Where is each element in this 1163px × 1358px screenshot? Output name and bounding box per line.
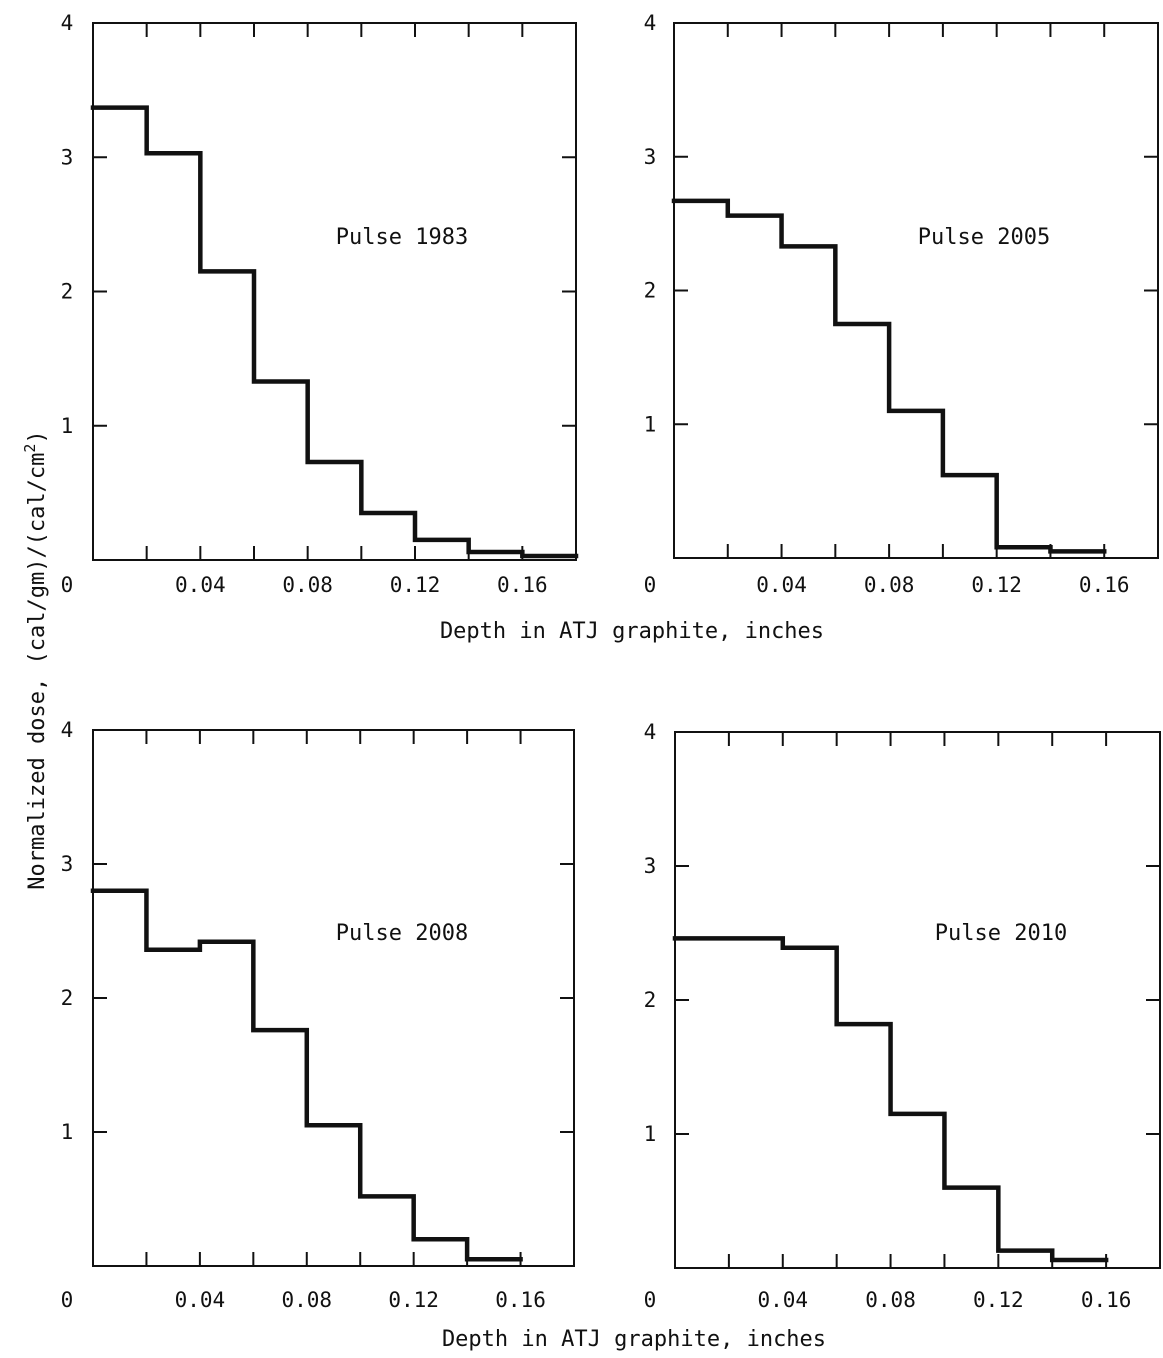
y-tick-label: 1 bbox=[644, 1122, 657, 1146]
chart-panel-1: 0 0.04 0.08 0.12 0.16 1 2 3 4 Pulse 1983 bbox=[61, 11, 579, 597]
plot-frame bbox=[673, 22, 1159, 559]
dose-step-series bbox=[90, 888, 523, 1262]
x-axis-title-top: Depth in ATJ graphite, inches bbox=[440, 619, 824, 644]
x-tick-label: 0.12 bbox=[971, 573, 1022, 597]
plot-frame bbox=[92, 729, 575, 1267]
chart-panel-2: 0 0.04 0.08 0.12 0.16 1 2 3 4 Pulse 2005 bbox=[644, 11, 1159, 597]
y-tick-label: 2 bbox=[644, 279, 657, 303]
y-axis-title-close: ) bbox=[25, 430, 50, 443]
chart-panel-4: 0 0.04 0.08 0.12 0.16 1 2 3 4 Pulse 2010 bbox=[644, 720, 1161, 1312]
y-tick-label: 2 bbox=[61, 986, 74, 1010]
x-axis-title-bottom: Depth in ATJ graphite, inches bbox=[442, 1327, 826, 1352]
y-tick-label: 3 bbox=[61, 145, 74, 169]
y-tick-label: 2 bbox=[644, 988, 657, 1012]
x-tick-label: 0.04 bbox=[175, 1288, 226, 1312]
x-tick-label-0: 0 bbox=[644, 573, 657, 597]
x-tick-label: 0.08 bbox=[864, 573, 915, 597]
panel-label: Pulse 2005 bbox=[918, 225, 1050, 250]
panel-label: Pulse 2008 bbox=[336, 921, 468, 946]
x-tick-label: 0.08 bbox=[865, 1288, 916, 1312]
y-tick-label: 4 bbox=[61, 718, 74, 742]
panel-label: Pulse 2010 bbox=[935, 921, 1067, 946]
chart-panel-3: 0 0.04 0.08 0.12 0.16 1 2 3 4 Pulse 2008 bbox=[61, 718, 575, 1312]
y-tick-label: 1 bbox=[61, 414, 74, 438]
y-tick-label: 2 bbox=[61, 280, 74, 304]
y-tick-label: 1 bbox=[644, 412, 657, 436]
x-tick-label: 0.16 bbox=[497, 573, 548, 597]
y-tick-label: 4 bbox=[644, 11, 657, 35]
x-tick-label: 0.08 bbox=[282, 573, 333, 597]
y-axis-title-superscript: 2 bbox=[21, 444, 39, 453]
y-tick-label: 3 bbox=[644, 145, 657, 169]
dose-step-series bbox=[671, 198, 1107, 554]
plot-frame bbox=[92, 22, 577, 561]
y-tick-label: 1 bbox=[61, 1120, 74, 1144]
chart-panels: 0 0.04 0.08 0.12 0.16 1 2 3 4 Pulse 1983 0 0.04 0.08… bbox=[61, 11, 1161, 1312]
x-tick-label: 0.04 bbox=[757, 1288, 808, 1312]
x-tick-label: 0.16 bbox=[1081, 1288, 1132, 1312]
x-tick-label: 0.12 bbox=[390, 573, 441, 597]
x-tick-label-0: 0 bbox=[61, 1288, 74, 1312]
x-tick-label: 0.16 bbox=[495, 1288, 546, 1312]
x-tick-label: 0.12 bbox=[973, 1288, 1024, 1312]
x-tick-label: 0.04 bbox=[756, 573, 807, 597]
panel-label: Pulse 1983 bbox=[336, 225, 468, 250]
dose-step-series bbox=[672, 936, 1109, 1263]
y-axis-title: Normalized dose, (cal/gm)/(cal/cm2) bbox=[21, 430, 50, 889]
x-tick-label: 0.08 bbox=[281, 1288, 332, 1312]
y-tick-label: 4 bbox=[61, 11, 74, 35]
y-tick-label: 3 bbox=[644, 854, 657, 878]
plot-frame bbox=[674, 731, 1161, 1269]
x-tick-label: 0.16 bbox=[1079, 573, 1130, 597]
x-tick-label-0: 0 bbox=[61, 573, 74, 597]
y-axis-title-main: Normalized dose, (cal/gm)/(cal/cm bbox=[25, 453, 50, 890]
dose-step-series bbox=[90, 105, 579, 559]
x-tick-label: 0.12 bbox=[388, 1288, 439, 1312]
y-tick-label: 4 bbox=[644, 720, 657, 744]
x-tick-label-0: 0 bbox=[644, 1288, 657, 1312]
x-tick-label: 0.04 bbox=[175, 573, 226, 597]
y-tick-label: 3 bbox=[61, 852, 74, 876]
